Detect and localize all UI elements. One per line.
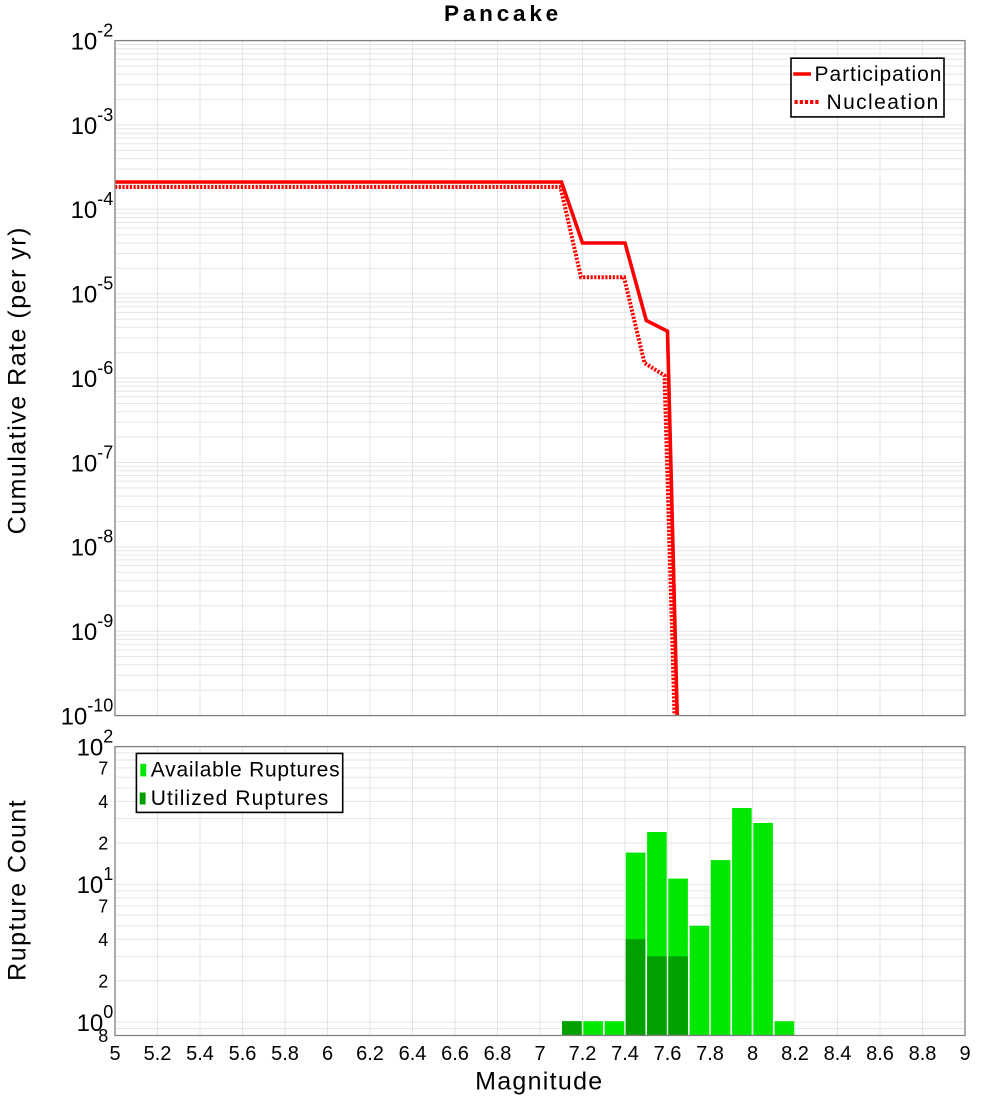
svg-text:10-2: 10-2 xyxy=(71,20,114,55)
svg-text:10-7: 10-7 xyxy=(71,442,114,477)
svg-text:10-3: 10-3 xyxy=(71,105,114,140)
svg-text:10-4: 10-4 xyxy=(71,189,114,224)
svg-text:7: 7 xyxy=(534,1043,545,1065)
svg-text:5: 5 xyxy=(109,1043,120,1065)
svg-text:5.8: 5.8 xyxy=(271,1043,299,1065)
svg-text:Available Ruptures: Available Ruptures xyxy=(151,759,341,782)
svg-text:10-9: 10-9 xyxy=(71,611,114,646)
svg-text:7: 7 xyxy=(98,896,108,916)
svg-text:6.2: 6.2 xyxy=(356,1043,384,1065)
svg-text:Pancake: Pancake xyxy=(444,1,562,26)
svg-text:8.4: 8.4 xyxy=(824,1043,852,1065)
svg-text:100: 100 xyxy=(77,1002,114,1037)
svg-text:Cumulative Rate (per yr): Cumulative Rate (per yr) xyxy=(3,226,31,534)
svg-text:9: 9 xyxy=(959,1043,970,1065)
svg-text:5.4: 5.4 xyxy=(186,1043,214,1065)
svg-text:7.4: 7.4 xyxy=(611,1043,639,1065)
svg-text:101: 101 xyxy=(77,864,114,899)
svg-text:6.4: 6.4 xyxy=(399,1043,427,1065)
svg-text:7.6: 7.6 xyxy=(654,1043,682,1065)
svg-text:Rupture Count: Rupture Count xyxy=(3,799,31,981)
svg-text:8.2: 8.2 xyxy=(781,1043,809,1065)
svg-text:10-8: 10-8 xyxy=(71,527,114,562)
svg-text:Participation: Participation xyxy=(815,63,943,86)
svg-text:8.6: 8.6 xyxy=(866,1043,894,1065)
svg-text:Nucleation: Nucleation xyxy=(827,91,940,114)
svg-text:7.2: 7.2 xyxy=(569,1043,597,1065)
svg-text:7: 7 xyxy=(98,759,108,779)
svg-text:10-10: 10-10 xyxy=(61,695,114,730)
svg-text:8: 8 xyxy=(747,1043,758,1065)
svg-text:102: 102 xyxy=(77,726,114,761)
svg-text:8.8: 8.8 xyxy=(909,1043,937,1065)
svg-text:2: 2 xyxy=(98,971,108,991)
svg-text:10-5: 10-5 xyxy=(71,274,114,309)
svg-text:4: 4 xyxy=(98,930,108,950)
svg-text:6: 6 xyxy=(322,1043,333,1065)
svg-text:5.6: 5.6 xyxy=(229,1043,257,1065)
svg-text:6.6: 6.6 xyxy=(441,1043,469,1065)
svg-text:8: 8 xyxy=(98,1026,108,1046)
svg-text:Utilized Ruptures: Utilized Ruptures xyxy=(151,787,330,810)
svg-text:2: 2 xyxy=(98,834,108,854)
svg-text:4: 4 xyxy=(98,792,108,812)
svg-text:7.8: 7.8 xyxy=(696,1043,724,1065)
svg-text:10-6: 10-6 xyxy=(71,358,114,393)
svg-text:5.2: 5.2 xyxy=(144,1043,172,1065)
svg-text:Magnitude: Magnitude xyxy=(475,1068,603,1096)
svg-text:6.8: 6.8 xyxy=(484,1043,512,1065)
